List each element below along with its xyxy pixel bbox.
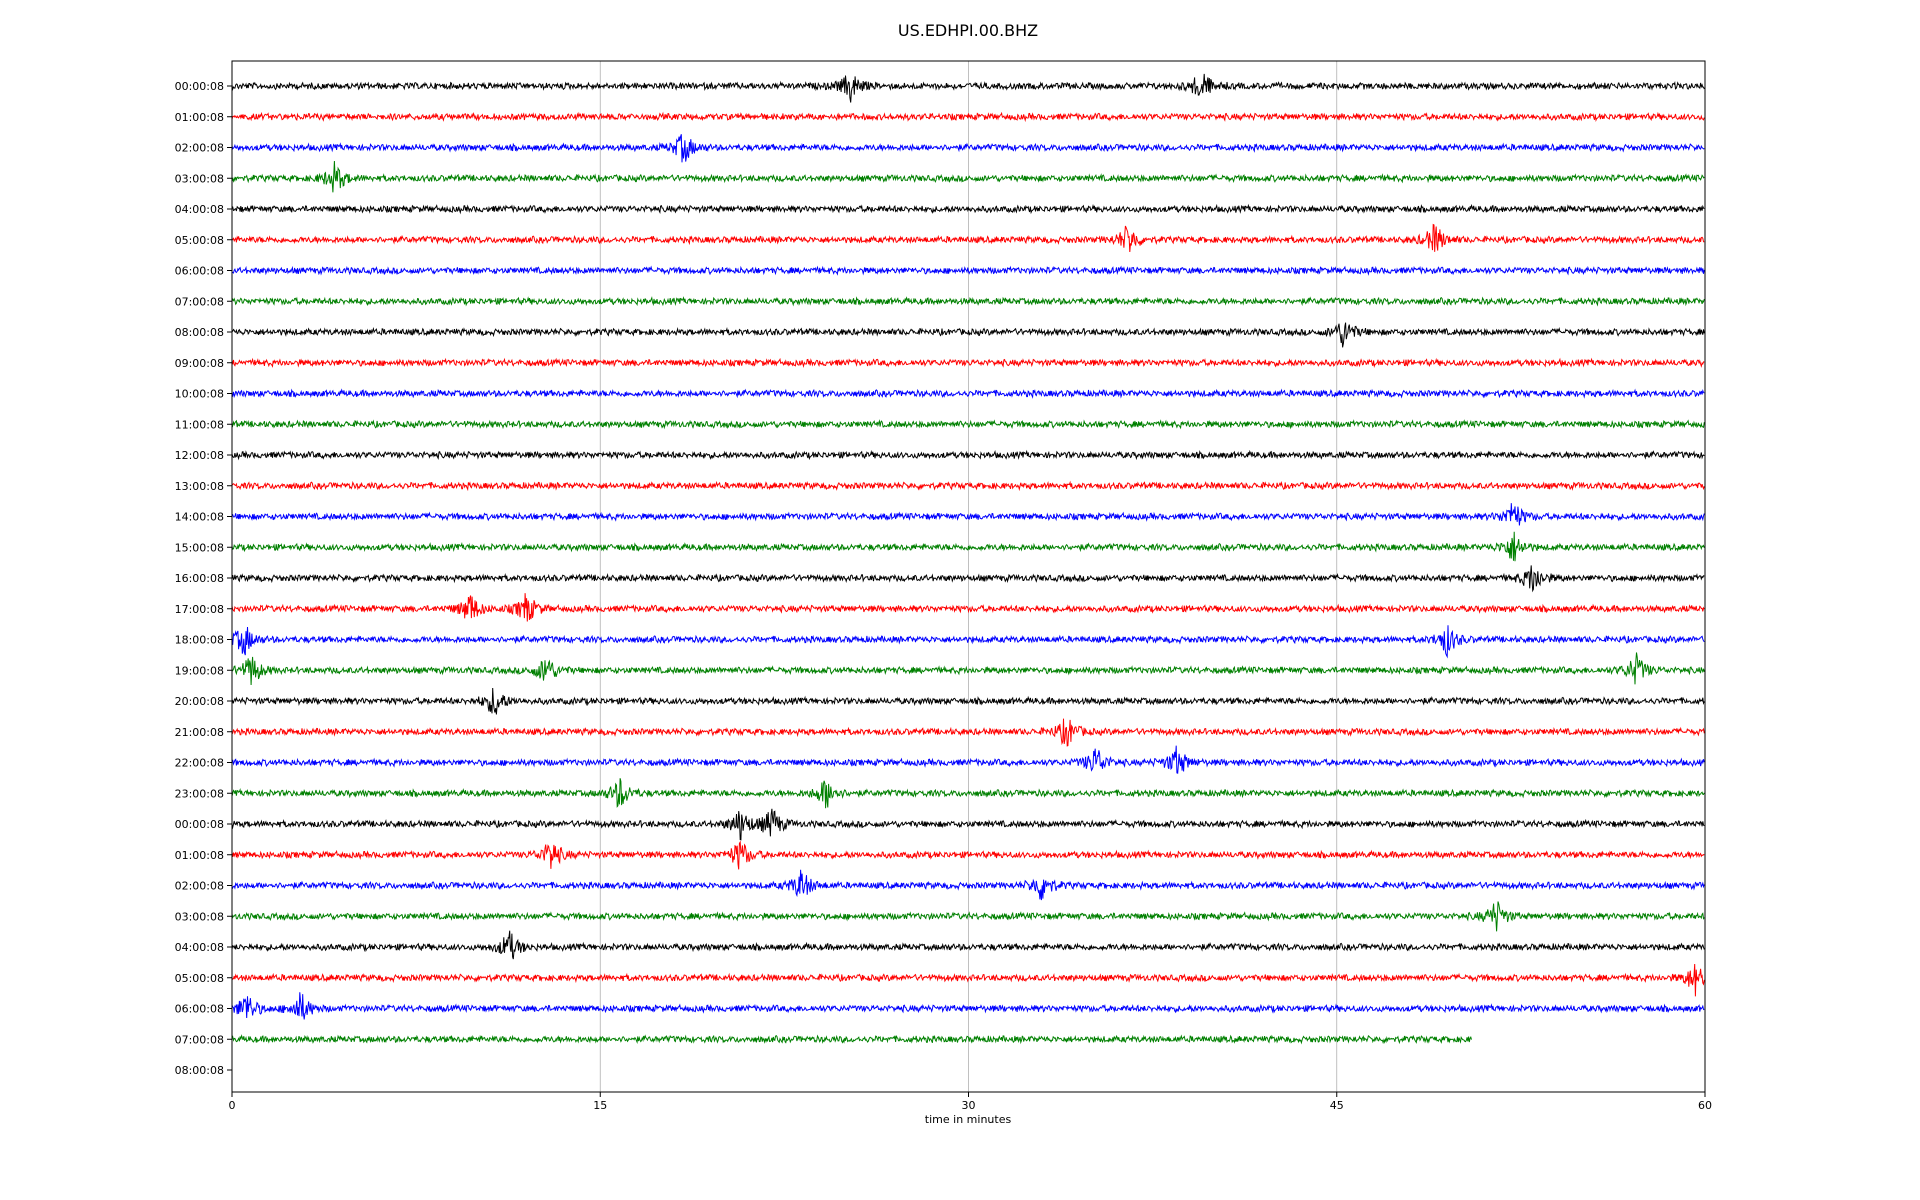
trace-line bbox=[231, 652, 1705, 686]
trace-line bbox=[231, 808, 1705, 841]
trace-line bbox=[231, 449, 1705, 461]
trace-line bbox=[231, 388, 1705, 399]
trace-line bbox=[231, 322, 1705, 348]
trace-line bbox=[231, 565, 1705, 593]
trace-line bbox=[231, 593, 1705, 622]
row-label: 16:00:08 bbox=[175, 572, 224, 585]
row-label: 04:00:08 bbox=[175, 941, 224, 954]
row-label: 07:00:08 bbox=[175, 295, 224, 308]
row-label: 08:00:08 bbox=[175, 1064, 224, 1077]
row-label: 13:00:08 bbox=[175, 480, 224, 493]
x-tick-label: 30 bbox=[962, 1099, 976, 1112]
x-tick-label: 60 bbox=[1698, 1099, 1712, 1112]
row-label: 10:00:08 bbox=[175, 388, 224, 401]
trace-line bbox=[231, 419, 1705, 430]
trace-line bbox=[231, 134, 1705, 163]
trace-line bbox=[231, 687, 1705, 715]
row-label: 21:00:08 bbox=[175, 726, 224, 739]
row-label: 00:00:08 bbox=[175, 818, 224, 831]
x-ticks: 0 15 30 45 60 bbox=[229, 1092, 1712, 1112]
row-label: 01:00:08 bbox=[175, 849, 224, 862]
row-label: 06:00:08 bbox=[175, 265, 224, 278]
trace-line bbox=[231, 718, 1705, 747]
trace-line bbox=[231, 1034, 1472, 1045]
row-label: 04:00:08 bbox=[175, 203, 224, 216]
trace-line bbox=[231, 625, 1705, 659]
row-label: 00:00:08 bbox=[175, 80, 224, 93]
x-tick-label: 0 bbox=[229, 1099, 236, 1112]
trace-line bbox=[231, 840, 1705, 870]
trace-line bbox=[231, 265, 1705, 276]
row-label: 05:00:08 bbox=[175, 972, 224, 985]
trace-line bbox=[231, 901, 1705, 932]
row-label: 07:00:08 bbox=[175, 1033, 224, 1046]
x-tick-label: 15 bbox=[593, 1099, 607, 1112]
trace-line bbox=[231, 296, 1705, 307]
chart-title: US.EDHPI.00.BHZ bbox=[898, 21, 1038, 40]
trace-line bbox=[231, 480, 1705, 492]
row-label: 18:00:08 bbox=[175, 634, 224, 647]
trace-line bbox=[231, 531, 1705, 562]
row-label: 14:00:08 bbox=[175, 511, 224, 524]
row-label: 03:00:08 bbox=[175, 172, 224, 185]
trace-line bbox=[231, 778, 1705, 809]
x-axis-label: time in minutes bbox=[925, 1113, 1012, 1126]
row-label: 19:00:08 bbox=[175, 664, 224, 677]
row-label: 15:00:08 bbox=[175, 541, 224, 554]
trace-line bbox=[231, 160, 1705, 193]
row-label: 23:00:08 bbox=[175, 787, 224, 800]
row-label: 06:00:08 bbox=[175, 1003, 224, 1016]
row-label: 20:00:08 bbox=[175, 695, 224, 708]
trace-line bbox=[231, 111, 1705, 123]
x-tick-label: 45 bbox=[1330, 1099, 1344, 1112]
row-label: 02:00:08 bbox=[175, 142, 224, 155]
trace-line bbox=[231, 503, 1705, 526]
row-label: 09:00:08 bbox=[175, 357, 224, 370]
row-label: 01:00:08 bbox=[175, 111, 224, 124]
row-label: 11:00:08 bbox=[175, 418, 224, 431]
trace-line bbox=[231, 869, 1705, 901]
trace-line bbox=[231, 963, 1705, 997]
row-labels: 00:00:08 01:00:08 02:00:08 03:00:08 04:00:08… bbox=[175, 80, 232, 1077]
row-label: 03:00:08 bbox=[175, 910, 224, 923]
row-label: 12:00:08 bbox=[175, 449, 224, 462]
trace-line bbox=[231, 357, 1705, 368]
row-label: 17:00:08 bbox=[175, 603, 224, 616]
trace-line bbox=[231, 745, 1705, 774]
row-label: 05:00:08 bbox=[175, 234, 224, 247]
row-label: 08:00:08 bbox=[175, 326, 224, 339]
trace-line bbox=[231, 930, 1705, 960]
trace-line bbox=[231, 203, 1705, 215]
trace-line bbox=[231, 73, 1705, 103]
row-label: 02:00:08 bbox=[175, 880, 224, 893]
row-label: 22:00:08 bbox=[175, 757, 224, 770]
traces bbox=[231, 73, 1705, 1045]
trace-line bbox=[231, 992, 1705, 1020]
trace-line bbox=[231, 223, 1705, 253]
